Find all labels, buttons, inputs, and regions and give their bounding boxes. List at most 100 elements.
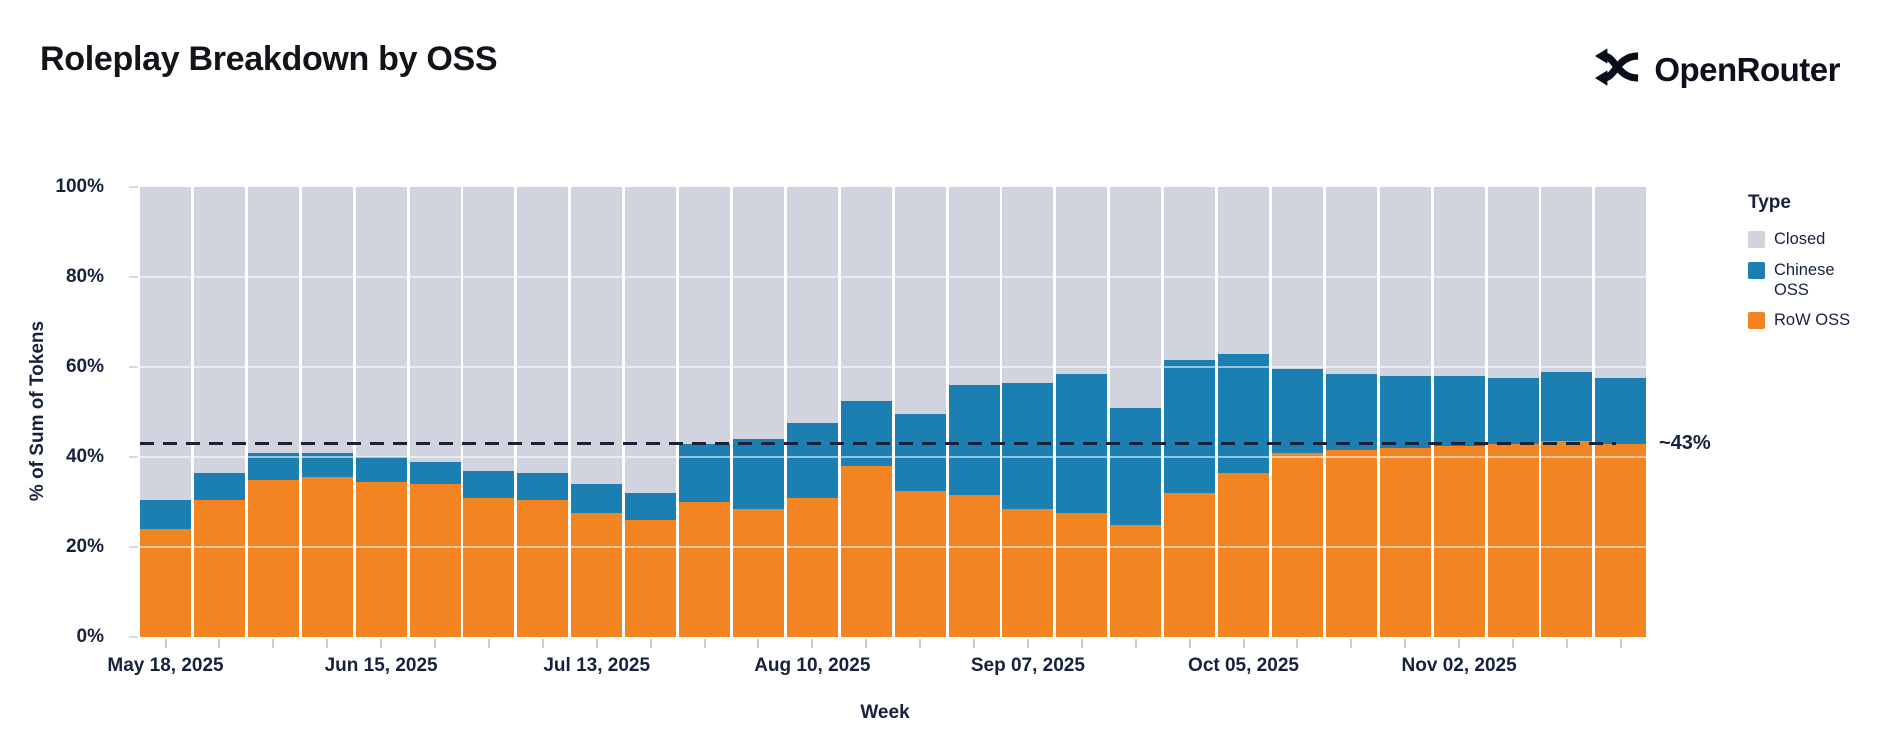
x-tick-mark <box>164 639 167 648</box>
bar-segment-row-oss[interactable] <box>140 529 191 637</box>
legend-item-closed[interactable]: Closed <box>1748 230 1874 250</box>
x-tick-mark <box>272 639 275 648</box>
bar-segment-chinese-oss[interactable] <box>571 484 623 514</box>
bar-segment-closed[interactable] <box>301 187 353 453</box>
x-tick-label: Jul 13, 2025 <box>543 655 651 676</box>
bar-segment-row-oss[interactable] <box>1164 493 1216 637</box>
bar-segment-chinese-oss[interactable] <box>1433 376 1485 446</box>
gridline <box>138 546 1660 548</box>
bar-segment-row-oss[interactable] <box>1325 450 1377 637</box>
bar-segment-row-oss[interactable] <box>1541 441 1593 637</box>
bar-segment-closed[interactable] <box>894 187 946 415</box>
bar-segment-chinese-oss[interactable] <box>679 443 730 502</box>
bar-segment-row-oss[interactable] <box>517 499 569 637</box>
bar-segment-chinese-oss[interactable] <box>355 457 407 482</box>
bar-segment-chinese-oss[interactable] <box>1110 407 1162 525</box>
reference-dashed-line <box>140 442 1617 445</box>
bar-segment-row-oss[interactable] <box>409 484 461 637</box>
bar-segment-chinese-oss[interactable] <box>1271 369 1323 453</box>
bar-segment-closed[interactable] <box>571 187 623 484</box>
bar-segment-closed[interactable] <box>1541 187 1593 372</box>
bar-segment-closed[interactable] <box>1056 187 1108 374</box>
bar-segment-row-oss[interactable] <box>679 502 730 637</box>
bar-segment-closed[interactable] <box>625 187 677 493</box>
bar-segment-chinese-oss[interactable] <box>1002 382 1054 509</box>
bar-segment-closed[interactable] <box>1164 187 1216 361</box>
bar-segment-closed[interactable] <box>463 187 515 471</box>
bar-segment-row-oss[interactable] <box>786 497 838 637</box>
bar-segment-closed[interactable] <box>840 187 892 401</box>
bar-segment-closed[interactable] <box>517 187 569 473</box>
bar-segment-closed[interactable] <box>679 187 730 444</box>
bar-segment-closed[interactable] <box>786 187 838 424</box>
legend-swatch <box>1748 312 1765 330</box>
bar-segment-row-oss[interactable] <box>948 495 1000 637</box>
bar-segment-row-oss[interactable] <box>301 477 353 637</box>
legend-item-row-oss[interactable]: RoW OSS <box>1748 311 1874 331</box>
bar-segment-chinese-oss[interactable] <box>948 385 1000 496</box>
bar-segment-chinese-oss[interactable] <box>1487 378 1539 444</box>
bar-segment-row-oss[interactable] <box>571 513 623 637</box>
bar-segment-chinese-oss[interactable] <box>1218 353 1269 473</box>
x-tick-mark <box>487 639 490 648</box>
bar-segment-row-oss[interactable] <box>840 466 892 637</box>
bar-segment-closed[interactable] <box>1487 187 1539 379</box>
bar-segment-closed[interactable] <box>948 187 1000 385</box>
x-tick-mark <box>1134 639 1137 648</box>
bar-segment-row-oss[interactable] <box>894 490 946 637</box>
bar-segment-chinese-oss[interactable] <box>1164 360 1216 493</box>
bar-segment-chinese-oss[interactable] <box>732 439 784 509</box>
bar-segment-chinese-oss[interactable] <box>517 472 569 500</box>
bar-segment-row-oss[interactable] <box>1595 443 1647 637</box>
bar-segment-closed[interactable] <box>247 187 299 453</box>
bar-segment-chinese-oss[interactable] <box>840 400 892 466</box>
bar-segment-row-oss[interactable] <box>1110 524 1162 637</box>
bar-segment-closed[interactable] <box>355 187 407 457</box>
bar-segment-chinese-oss[interactable] <box>786 423 838 498</box>
bar-segment-row-oss[interactable] <box>355 481 407 637</box>
bar-segment-closed[interactable] <box>140 187 191 500</box>
bar-segment-chinese-oss[interactable] <box>409 461 461 484</box>
bar-segment-chinese-oss[interactable] <box>625 493 677 520</box>
legend-item-chinese-oss[interactable]: Chinese OSS <box>1748 261 1874 301</box>
bar-segment-closed[interactable] <box>732 187 784 439</box>
bar-segment-chinese-oss[interactable] <box>1379 376 1431 448</box>
bar-segment-row-oss[interactable] <box>1056 513 1108 637</box>
y-tick-mark <box>129 546 138 548</box>
bar-segment-row-oss[interactable] <box>193 499 245 637</box>
bar-segment-closed[interactable] <box>1595 187 1647 379</box>
bar-segment-closed[interactable] <box>1271 187 1323 370</box>
bar-segment-chinese-oss[interactable] <box>1541 371 1593 442</box>
bar-segment-closed[interactable] <box>409 187 461 462</box>
bar-segment-row-oss[interactable] <box>1433 445 1485 637</box>
bar-segment-row-oss[interactable] <box>1218 472 1269 637</box>
bar-segment-closed[interactable] <box>1110 187 1162 408</box>
bar-segment-closed[interactable] <box>1379 187 1431 376</box>
bar-segment-closed[interactable] <box>1002 187 1054 383</box>
bar-segment-row-oss[interactable] <box>1379 448 1431 637</box>
bar-segment-row-oss[interactable] <box>1002 508 1054 637</box>
x-tick-mark <box>919 639 922 648</box>
bar-segment-chinese-oss[interactable] <box>894 414 946 491</box>
bar-segment-chinese-oss[interactable] <box>193 472 245 500</box>
bar-segment-closed[interactable] <box>193 187 245 473</box>
bar-segment-row-oss[interactable] <box>1271 452 1323 637</box>
bar-segment-closed[interactable] <box>1433 187 1485 376</box>
bar-segment-chinese-oss[interactable] <box>463 470 515 498</box>
x-tick-mark <box>595 639 598 648</box>
bar-segment-row-oss[interactable] <box>732 508 784 637</box>
x-tick-mark <box>541 639 544 648</box>
legend-label: Chinese OSS <box>1774 260 1835 299</box>
bar-segment-closed[interactable] <box>1325 187 1377 374</box>
x-tick-mark <box>1296 639 1299 648</box>
bar-segment-chinese-oss[interactable] <box>1325 373 1377 451</box>
bar-segment-chinese-oss[interactable] <box>140 499 191 529</box>
bar-segment-chinese-oss[interactable] <box>1595 378 1647 444</box>
bar-segment-closed[interactable] <box>1218 187 1269 354</box>
bar-segment-row-oss[interactable] <box>247 479 299 637</box>
bar-segment-row-oss[interactable] <box>1487 443 1539 637</box>
legend-label: Closed <box>1774 230 1826 248</box>
bar-segment-row-oss[interactable] <box>625 520 677 637</box>
y-tick-mark <box>129 186 138 188</box>
bar-segment-row-oss[interactable] <box>463 497 515 637</box>
